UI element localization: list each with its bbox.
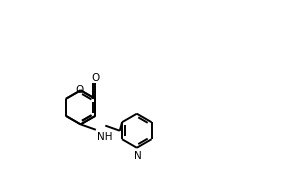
Text: NH: NH (97, 132, 113, 142)
Text: O: O (75, 85, 84, 95)
Text: O: O (91, 73, 99, 83)
Text: N: N (134, 151, 142, 161)
